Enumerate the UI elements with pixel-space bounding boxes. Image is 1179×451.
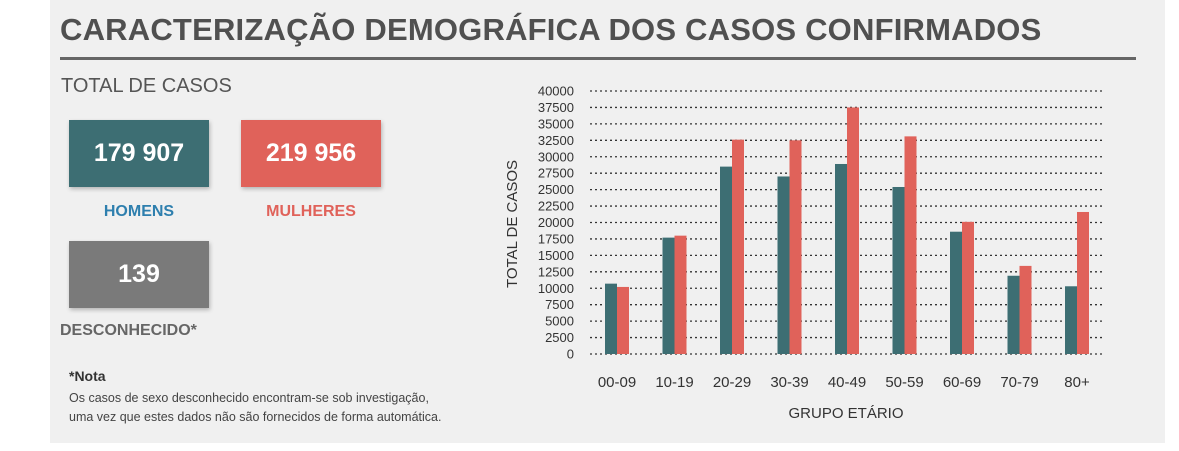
y-tick-label: 10000 (538, 281, 574, 296)
y-tick-label: 32500 (538, 133, 574, 148)
chart-bars (605, 107, 1089, 354)
x-tick-label: 30-39 (770, 374, 808, 391)
bar-women (617, 286, 629, 354)
note-text: Os casos de sexo desconhecido encontram-… (69, 389, 519, 427)
y-tick-label: 37500 (538, 100, 574, 115)
women-total-value: 219 956 (265, 139, 357, 167)
bar-men (605, 283, 617, 354)
women-total-box: 219 956 (241, 120, 381, 187)
y-tick-label: 5000 (545, 314, 574, 329)
bar-men (950, 231, 962, 354)
x-axis-ticks: 00-09 10-19 20-29 30-39 40-49 50-59 60-69 70-79… (598, 374, 1090, 391)
bar-women (732, 139, 744, 354)
total-cases-label: TOTAL DE CASOS (61, 75, 232, 97)
bar-women (962, 221, 974, 354)
y-tick-label: 15000 (538, 248, 574, 263)
x-tick-label: 60-69 (943, 374, 981, 391)
x-tick-label: 00-09 (598, 374, 636, 391)
y-tick-label: 27500 (538, 166, 574, 181)
x-tick-label: 50-59 (885, 374, 923, 391)
unknown-total-value: 139 (118, 260, 160, 288)
y-tick-label: 20000 (538, 215, 574, 230)
men-label: HOMENS (103, 203, 175, 220)
women-label: MULHERES (266, 203, 356, 220)
x-tick-label: 40-49 (828, 374, 866, 391)
bar-men (892, 186, 905, 354)
note-line-2: uma vez que estes dados não são fornecid… (69, 410, 442, 424)
note-line-1: Os casos de sexo desconhecido encontram-… (69, 391, 429, 405)
bar-women (1019, 265, 1032, 354)
y-tick-label: 2500 (545, 330, 574, 345)
men-total-box: 179 907 (69, 120, 209, 187)
bar-men (1007, 275, 1020, 354)
note-title: *Nota (69, 368, 106, 384)
bar-men (777, 176, 790, 354)
bar-men (835, 163, 847, 354)
y-tick-label: 40000 (538, 84, 574, 99)
bar-women (847, 107, 859, 354)
x-tick-label: 10-19 (655, 374, 693, 391)
unknown-label: DESCONHECIDO* (60, 322, 197, 339)
infographic-panel (50, 0, 1165, 443)
x-axis-title: GRUPO ETÁRIO (788, 405, 903, 422)
y-tick-label: 30000 (538, 149, 574, 164)
y-tick-label: 17500 (538, 231, 574, 246)
bar-men (1065, 286, 1077, 354)
bar-men (662, 237, 675, 354)
bar-women (789, 140, 802, 354)
bar-women (674, 235, 687, 354)
y-tick-label: 22500 (538, 199, 574, 214)
men-total-value: 179 907 (93, 139, 185, 167)
y-tick-label: 25000 (538, 182, 574, 197)
bar-men (720, 166, 732, 354)
x-tick-label: 70-79 (1000, 374, 1038, 391)
y-tick-label: 0 (567, 347, 574, 362)
unknown-total-box: 139 (69, 241, 209, 308)
page-title: CARACTERIZAÇÃO DEMOGRÁFICA DOS CASOS CON… (60, 12, 1042, 47)
x-tick-label: 80+ (1064, 374, 1090, 391)
y-tick-label: 35000 (538, 116, 574, 131)
title-divider (60, 57, 1136, 60)
bar-women (904, 136, 917, 354)
bar-women (1077, 211, 1089, 354)
y-tick-label: 7500 (545, 297, 574, 312)
x-tick-label: 20-29 (713, 374, 751, 391)
y-axis-title: TOTAL DE CASOS (504, 160, 521, 288)
y-tick-label: 12500 (538, 264, 574, 279)
